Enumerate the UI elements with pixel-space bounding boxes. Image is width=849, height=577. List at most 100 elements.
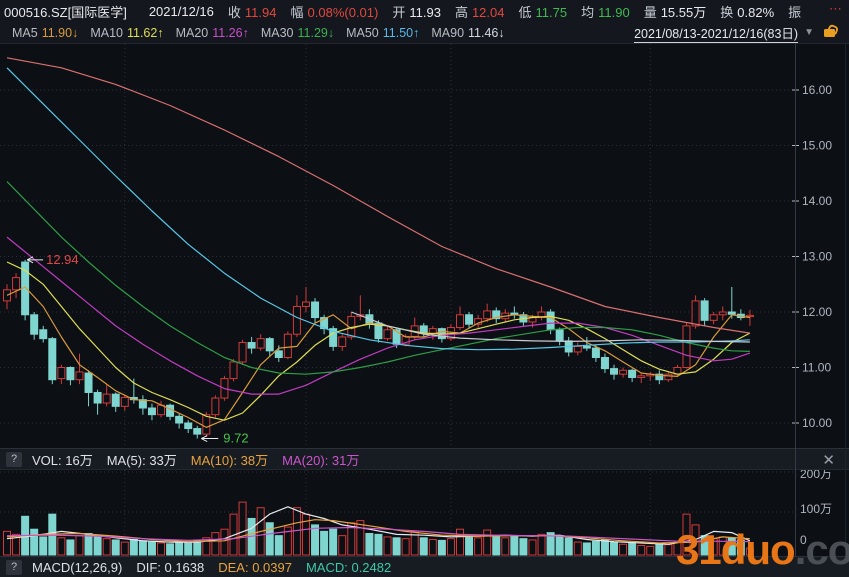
volume-bar	[66, 539, 75, 556]
candle	[93, 391, 102, 404]
volume-bar	[75, 535, 84, 556]
volume-bar	[383, 536, 392, 556]
volume-chart[interactable]: 200万 100万 0	[0, 470, 849, 556]
macd-header-bar: ? MACD(12,26,9) DIF: 0.1638 DEA: 0.0397 …	[0, 556, 849, 577]
macd-value-label: MACD: 0.2482	[305, 559, 392, 575]
candle	[745, 314, 754, 318]
volume-bar	[320, 530, 329, 556]
volume-bar	[12, 533, 21, 556]
candle	[283, 333, 292, 359]
candle	[211, 397, 220, 416]
candle	[48, 338, 57, 381]
quote-field-开: 开 11.93	[392, 4, 441, 20]
ma-legend-ma30: MA30 11.29↓	[260, 25, 335, 40]
vol-ma5-label: MA(5): 33万	[106, 452, 177, 468]
help-icon[interactable]: ?	[6, 451, 22, 467]
candle	[383, 329, 392, 340]
candle	[664, 373, 673, 381]
watermark-suffix: .com	[794, 526, 849, 573]
volume-bar	[745, 547, 754, 556]
main-candlestick-chart[interactable]: 16.00 15.00 14.00 13.00 12.00 11.00 10.00 12.94…	[0, 44, 849, 448]
period-low-label: 9.72	[223, 431, 248, 446]
volume-bar	[311, 524, 320, 556]
quote-field-幅: 幅 0.08%(0.01)	[290, 4, 379, 20]
volume-axis-label: 0	[800, 533, 807, 547]
volume-bar	[3, 530, 11, 556]
candle	[727, 311, 736, 315]
volume-bar	[474, 537, 483, 556]
close-icon[interactable]: ✕	[822, 452, 835, 469]
candle	[483, 310, 492, 320]
unlock-icon[interactable]	[824, 28, 835, 37]
volume-bar	[147, 541, 156, 556]
volume-bar	[437, 539, 446, 556]
candle	[247, 342, 256, 349]
quote-fields: 收 11.94 幅 0.08%(0.01) 开 11.93 高 12.04 低 11.75 均 11.…	[214, 2, 805, 21]
volume-bar	[628, 542, 637, 556]
volume-bar	[338, 535, 347, 556]
candle	[700, 300, 709, 321]
volume-bar	[619, 543, 628, 556]
volume-bar	[492, 536, 501, 556]
volume-bar	[564, 537, 573, 556]
quote-field-换: 换 0.82%	[720, 4, 775, 20]
volume-bar	[238, 501, 247, 556]
quote-field-高: 高 12.04	[454, 4, 505, 20]
price-axis-label: 15.00	[802, 139, 832, 153]
watermark-main: 31duo	[676, 526, 796, 573]
quote-field-量: 量 15.55万	[643, 4, 707, 20]
candle	[175, 415, 184, 424]
ma-legend-ma5: MA5 11.90↓	[12, 25, 79, 40]
candle	[301, 301, 310, 307]
candle	[111, 393, 120, 407]
long_ma-line	[6, 57, 750, 334]
candle	[428, 328, 437, 334]
candle	[39, 329, 48, 340]
panel-right-border	[845, 44, 846, 556]
volume-bar	[528, 539, 537, 556]
date-label: 2021/12/16	[148, 3, 214, 19]
volume-bar	[664, 544, 673, 556]
date-range-label[interactable]: 2021/08/13-2021/12/16(83日)	[634, 23, 799, 43]
volume-bar	[510, 535, 519, 556]
candle	[120, 396, 129, 407]
volume-bar	[600, 539, 609, 556]
volume-bar	[184, 542, 193, 556]
vol-ma10-label: MA(10): 38万	[190, 452, 269, 468]
candle	[238, 342, 247, 363]
volume-bar	[546, 532, 555, 556]
candle	[30, 314, 39, 335]
chevron-down-icon[interactable]: ▼	[804, 27, 814, 38]
period-high-label: 12.94	[46, 252, 79, 267]
price-axis-label: 12.00	[802, 305, 832, 319]
macd-dea-label: DEA: 0.0397	[218, 559, 292, 575]
price-axis-label: 13.00	[802, 250, 832, 264]
volume-bar	[428, 539, 437, 556]
volume-axis-label: 200万	[800, 470, 832, 481]
volume-bar	[519, 538, 528, 556]
candle	[193, 428, 202, 435]
more-indicator-icon[interactable]: ⋯	[829, 1, 843, 16]
help-icon[interactable]: ?	[6, 559, 22, 575]
candle	[84, 372, 93, 393]
volume-bar	[582, 542, 591, 556]
price-axis-label: 11.00	[802, 361, 831, 375]
ma-legend-ma20: MA20 11.26↑	[175, 25, 249, 40]
volume-bar	[30, 528, 39, 556]
candle	[691, 300, 700, 327]
volume-bar	[392, 537, 401, 556]
candle	[329, 328, 338, 347]
candle	[619, 369, 628, 375]
candle	[147, 407, 156, 416]
symbol-label: 000516.SZ[国际医学]	[4, 4, 127, 20]
candle	[573, 345, 582, 353]
macd-dif-label: DIF: 0.1638	[136, 559, 205, 575]
volume-bar	[591, 540, 600, 556]
candle	[419, 325, 428, 334]
candle	[229, 361, 238, 380]
volume-bar	[138, 540, 147, 556]
volume-bar	[537, 533, 546, 556]
volume-bar	[265, 522, 274, 556]
volume-bar	[401, 538, 410, 556]
